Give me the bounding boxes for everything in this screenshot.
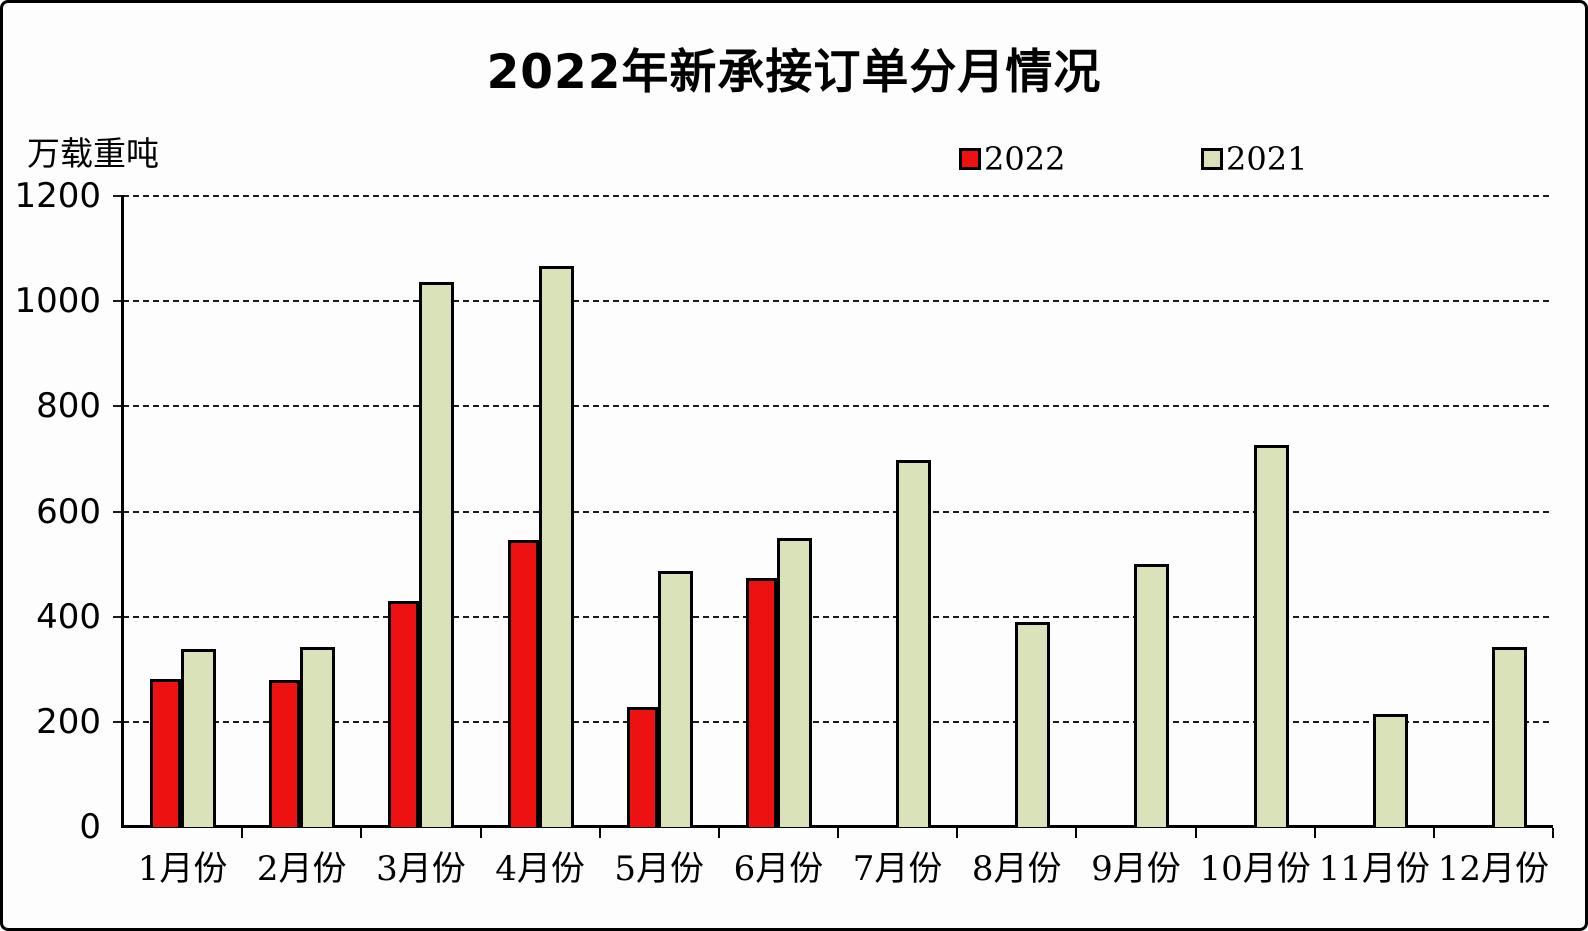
bar-2022-1月份 [150,679,181,827]
x-tick-label: 11月份 [1318,849,1430,889]
x-tick-label: 6月份 [733,849,824,889]
bar-2022-5月份 [626,707,658,827]
bar-2021-10月份 [1253,445,1289,827]
legend-label-2021: 2021 [1226,140,1308,178]
x-axis-tick [717,828,720,838]
y-tick-label: 600 [36,491,101,532]
x-tick-label: 5月份 [614,849,705,889]
y-axis-unit-label: 万载重吨 [27,134,159,173]
y-axis-tick [113,510,122,513]
x-axis-tick [837,828,839,838]
bar-2022-2月份 [269,680,301,827]
bar-2021-6月份 [776,538,812,827]
x-axis-tick [1313,828,1316,838]
y-tick-label: 1000 [14,281,101,322]
bar-2021-9月份 [1134,564,1170,827]
bar-2021-8月份 [1015,622,1051,827]
y-tick-label: 200 [36,701,101,742]
y-tick-label: 800 [36,386,101,427]
gridline [123,510,1553,513]
bar-2022-6月份 [745,578,777,827]
bar-2021-2月份 [300,647,336,827]
y-tick-label: 1200 [14,176,101,216]
bar-2021-12月份 [1491,647,1527,827]
x-axis-line [121,825,1553,828]
gridline [123,195,1553,197]
x-axis-tick [479,828,482,838]
y-axis-tick [113,195,122,197]
x-tick-label: 9月份 [1091,849,1181,889]
bar-2021-5月份 [657,571,693,827]
x-axis-tick [956,828,959,838]
bar-2021-7月份 [896,460,931,827]
x-tick-label: 4月份 [495,849,585,889]
x-tick-label: 3月份 [376,849,466,889]
gridline [123,615,1553,618]
bar-2021-11月份 [1372,714,1408,827]
gridline [123,405,1553,408]
x-axis-tick [360,828,363,838]
legend-swatch-2022-icon [959,148,981,170]
y-axis-line [121,195,124,827]
x-tick-label: 12月份 [1437,849,1550,889]
x-axis-tick [1194,828,1197,838]
y-tick-label: 0 [79,807,101,847]
y-tick-label: 400 [36,596,101,637]
y-axis-tick [113,720,122,723]
x-axis-tick [598,828,601,838]
x-axis-tick [1552,828,1554,838]
x-tick-label: 10月份 [1199,849,1311,889]
x-tick-label: 2月份 [256,849,347,889]
x-axis-tick [1075,828,1078,838]
gridline [123,300,1553,303]
legend-label-2022: 2022 [984,140,1066,178]
x-axis-tick [241,828,244,838]
gridline [123,720,1553,723]
y-axis-tick [113,405,122,408]
bar-2022-4月份 [507,540,539,827]
x-tick-label: 7月份 [852,849,943,889]
x-tick-label: 1月份 [137,849,228,889]
bar-2021-1月份 [181,649,216,827]
y-axis-tick [113,300,122,303]
x-axis-tick [1432,828,1435,838]
legend-item-2021: 2021 [1201,142,1307,176]
y-axis-tick [113,615,122,618]
bar-2022-3月份 [388,601,420,827]
legend-item-2022: 2022 [959,142,1065,176]
chart-title: 2022年新承接订单分月情况 [486,45,1102,100]
plot-area: 0 200 400 600 800 1000 1200 1月份 2月份 3月份 4月份 5月份 6月份 7… [3,3,1585,928]
x-tick-label: 8月份 [971,849,1062,889]
legend-swatch-2021-icon [1201,148,1223,170]
bar-2021-4月份 [538,266,574,827]
bar-2021-3月份 [419,282,455,827]
